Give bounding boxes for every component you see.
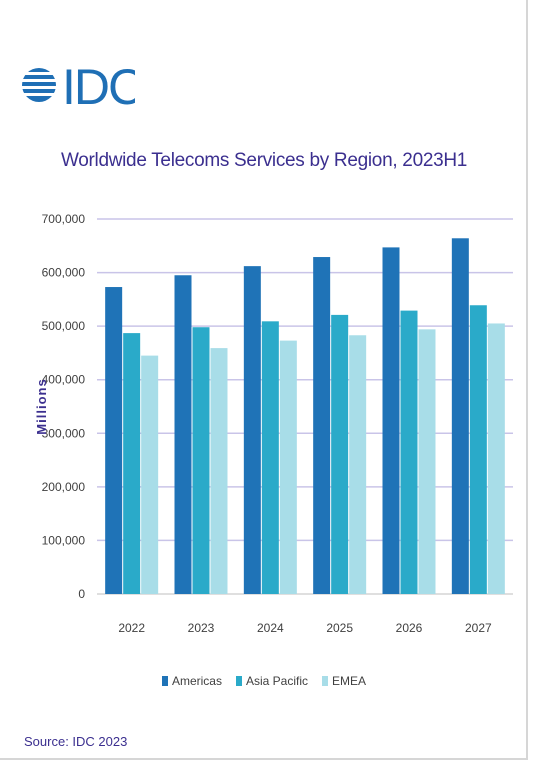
legend-item: EMEA [322,674,366,688]
legend-swatch [235,676,242,686]
y-tick-label: 400,000 [42,373,86,387]
bar-asia-pacific-2026 [400,310,418,594]
x-tick-label: 2025 [326,621,353,635]
x-tick-label: 2023 [188,621,215,635]
legend-label: Asia Pacific [245,674,309,688]
chart-frame [0,0,528,760]
bar-emea-2026 [418,329,436,594]
x-tick-label: 2022 [118,621,145,635]
x-tick-label: 2024 [257,621,284,635]
bar-asia-pacific-2027 [469,305,487,594]
y-tick-label: 200,000 [42,480,86,494]
logo-text: IDC [62,59,135,115]
y-axis-label: Millions [34,378,49,434]
bar-emea-2025 [349,335,367,594]
legend-label: EMEA [332,674,367,688]
chart-legend: Americas Asia Pacific EMEA [0,674,528,688]
bar-emea-2022 [141,355,159,594]
bar-emea-2027 [487,323,505,594]
y-tick-label: 500,000 [42,319,86,333]
legend-item: Asia Pacific [235,674,309,688]
y-tick-label: 0 [78,587,85,601]
source-note: Source: IDC 2023 [24,734,128,749]
bar-americas-2026 [382,247,400,594]
legend-item: Americas [161,674,222,688]
bar-americas-2024 [243,266,261,594]
y-tick-label: 700,000 [42,212,86,226]
y-tick-label: 600,000 [42,266,86,280]
legend-swatch [161,676,168,686]
bar-emea-2023 [210,348,228,594]
legend-swatch [322,676,329,686]
y-tick-label: 300,000 [42,426,86,440]
legend-label: Americas [171,674,222,688]
bar-americas-2022 [105,287,123,594]
idc-logo: IDC [20,59,135,115]
bar-asia-pacific-2024 [261,321,279,594]
chart-title: Worldwide Telecoms Services by Region, 2… [60,150,468,171]
bar-americas-2023 [174,275,192,594]
bar-asia-pacific-2022 [123,333,141,594]
globe-icon [20,68,60,102]
chart-plot: 0 100,000 200,000 300,000 400,000 500,000 600,… [34,212,513,635]
bar-emea-2024 [279,340,297,594]
bar-americas-2025 [313,257,331,594]
bar-asia-pacific-2025 [331,314,349,594]
bar-americas-2027 [451,238,469,595]
x-tick-label: 2027 [465,621,492,635]
y-tick-label: 100,000 [42,533,86,547]
bar-asia-pacific-2023 [192,327,210,594]
x-tick-label: 2026 [396,621,423,635]
